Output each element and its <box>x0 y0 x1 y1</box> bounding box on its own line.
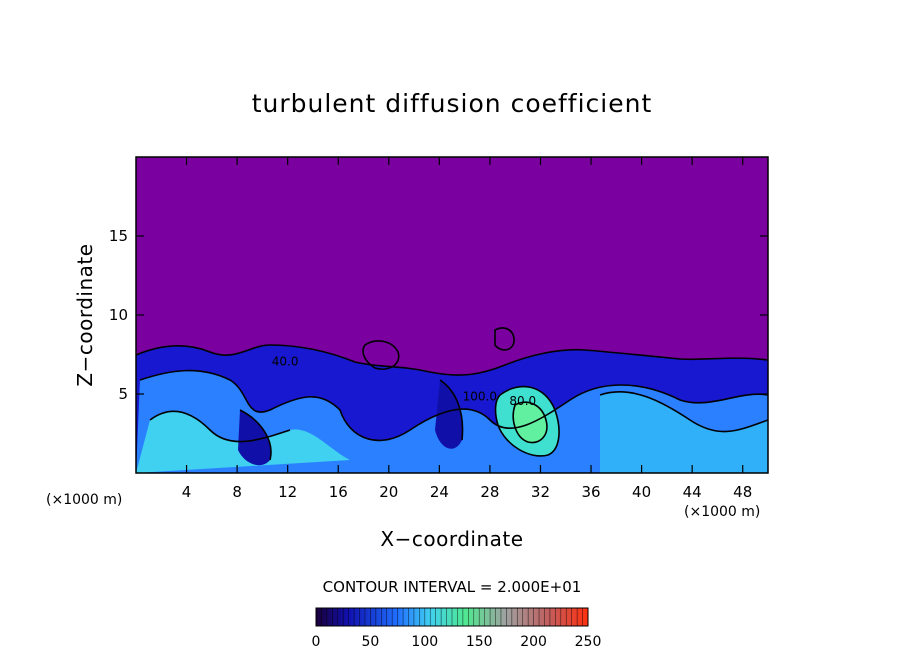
y-tick-label: 10 <box>109 306 128 324</box>
x-tick-label: 4 <box>182 483 192 501</box>
colorbar: 0 50 100 150 200 250 <box>312 607 602 650</box>
eddy-core-center <box>513 402 547 443</box>
colorbar-tick-label: 150 <box>466 634 493 650</box>
x-axis-ticks: 4 8 12 16 20 24 28 32 36 40 44 48 <box>182 157 752 501</box>
contour-label: 100.0 <box>463 389 497 403</box>
y-axis-ticks: 5 10 15 <box>109 227 768 403</box>
x-tick-label: 8 <box>232 483 242 501</box>
x-unit-label-left: (×1000 m) <box>46 492 122 508</box>
x-tick-label: 40 <box>632 483 651 501</box>
x-tick-label: 48 <box>733 483 752 501</box>
x-tick-label: 32 <box>531 483 550 501</box>
colorbar-frame <box>315 607 589 627</box>
x-tick-label: 16 <box>329 483 348 501</box>
colorbar-stripes <box>321 608 583 626</box>
x-tick-label: 12 <box>278 483 297 501</box>
eddy-region-right <box>600 391 768 473</box>
y-tick-label: 15 <box>109 227 128 245</box>
low-value-pocket-1 <box>238 410 271 466</box>
colorbar-tick-label: 250 <box>575 634 602 650</box>
colorbar-labels: 0 50 100 150 200 250 <box>312 634 602 650</box>
x-axis-label: X−coordinate <box>380 527 523 551</box>
contour-label: 80.0 <box>509 394 536 408</box>
y-axis-label: Z−coordinate <box>73 243 97 386</box>
x-tick-label: 28 <box>480 483 499 501</box>
x-tick-label: 20 <box>379 483 398 501</box>
heatmap-field: 40.0 100.0 80.0 <box>136 157 768 473</box>
contour-interval-text: CONTOUR INTERVAL = 2.000E+01 <box>323 578 582 596</box>
x-tick-label: 36 <box>581 483 600 501</box>
colorbar-tick-label: 50 <box>361 634 379 650</box>
contour-label-layer: 40.0 100.0 80.0 <box>272 355 536 409</box>
colorbar-tick-label: 200 <box>520 634 547 650</box>
contour-label: 40.0 <box>272 355 299 369</box>
colorbar-tick-label: 0 <box>312 634 321 650</box>
x-tick-label: 44 <box>683 483 702 501</box>
x-tick-label: 24 <box>430 483 449 501</box>
chart-title: turbulent diffusion coefficient <box>252 89 653 118</box>
contour-lines <box>136 327 768 461</box>
colorbar-tick-label: 100 <box>411 634 438 650</box>
y-tick-label: 5 <box>118 385 128 403</box>
x-unit-label-right: (×1000 m) <box>684 504 760 520</box>
low-value-pocket-2 <box>435 380 463 449</box>
